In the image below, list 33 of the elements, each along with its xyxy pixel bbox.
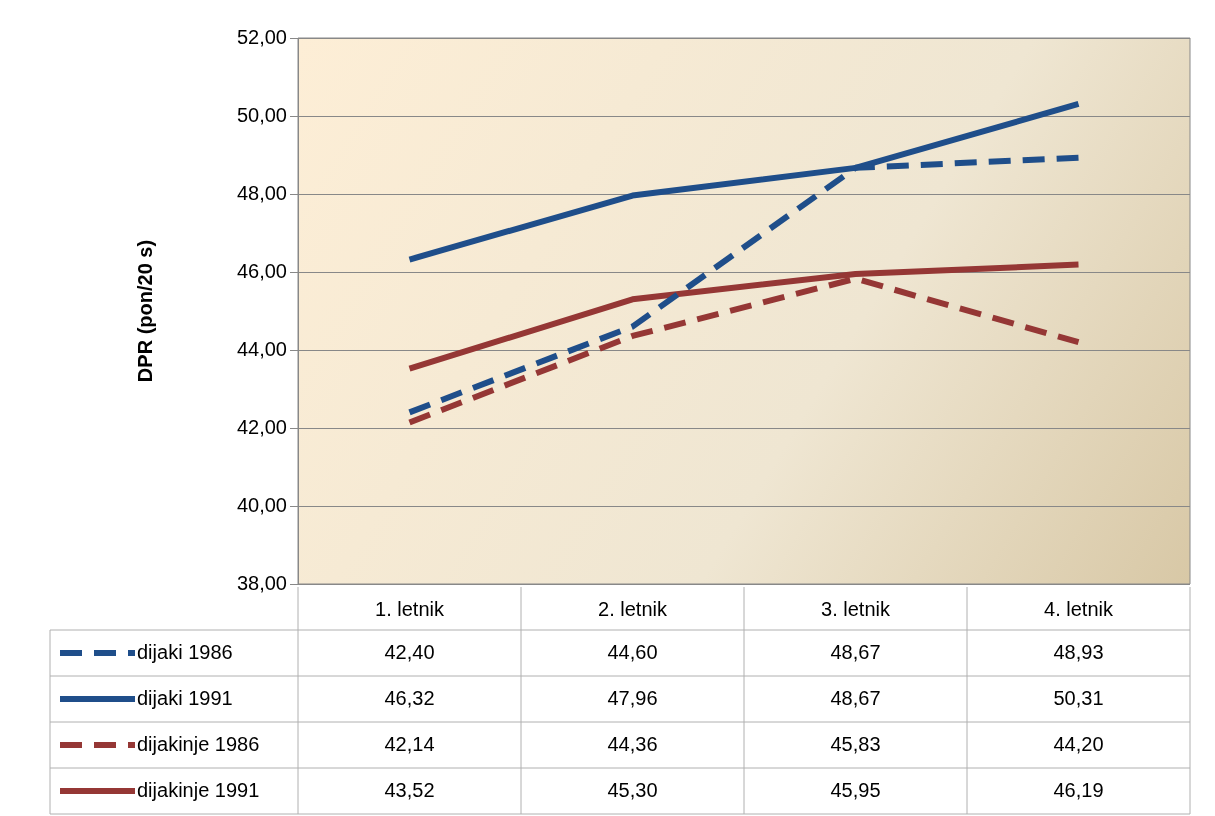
data-label: 45,30 [607,778,658,801]
data-label: 42,40 [384,640,435,663]
data-label: 48,67 [830,686,881,709]
y-tick-label: 42,00 [236,415,287,438]
legend-label: dijaki 1986 [137,640,233,663]
data-label: 44,60 [607,640,658,663]
x-tick-label: 4. letnik [1044,597,1114,620]
data-label: 50,31 [1053,686,1104,709]
data-label: 43,52 [384,778,435,801]
data-label: 45,83 [830,732,881,755]
x-tick-label: 2. letnik [598,597,668,620]
y-tick-label: 50,00 [236,103,287,126]
y-tick-label: 52,00 [236,25,287,48]
y-axis-title: DPR (pon/20 s) [133,239,156,383]
legend-label: dijakinje 1986 [137,732,260,755]
data-label: 46,19 [1053,778,1104,801]
data-label: 45,95 [830,778,881,801]
data-label: 48,67 [830,640,881,663]
legend-label: dijakinje 1991 [137,778,260,801]
x-tick-label: 3. letnik [821,597,891,620]
data-label: 47,96 [607,686,658,709]
x-tick-label: 1. letnik [375,597,445,620]
y-tick-label: 48,00 [236,181,287,204]
y-tick-label: 40,00 [236,493,287,516]
y-tick-label: 38,00 [236,571,287,594]
data-label: 48,93 [1053,640,1104,663]
data-label: 44,20 [1053,732,1104,755]
y-tick-label: 44,00 [236,337,287,360]
legend-label: dijaki 1991 [137,686,233,709]
data-label: 42,14 [384,732,435,755]
y-tick-label: 46,00 [236,259,287,282]
data-label: 46,32 [384,686,435,709]
data-label: 44,36 [607,732,658,755]
